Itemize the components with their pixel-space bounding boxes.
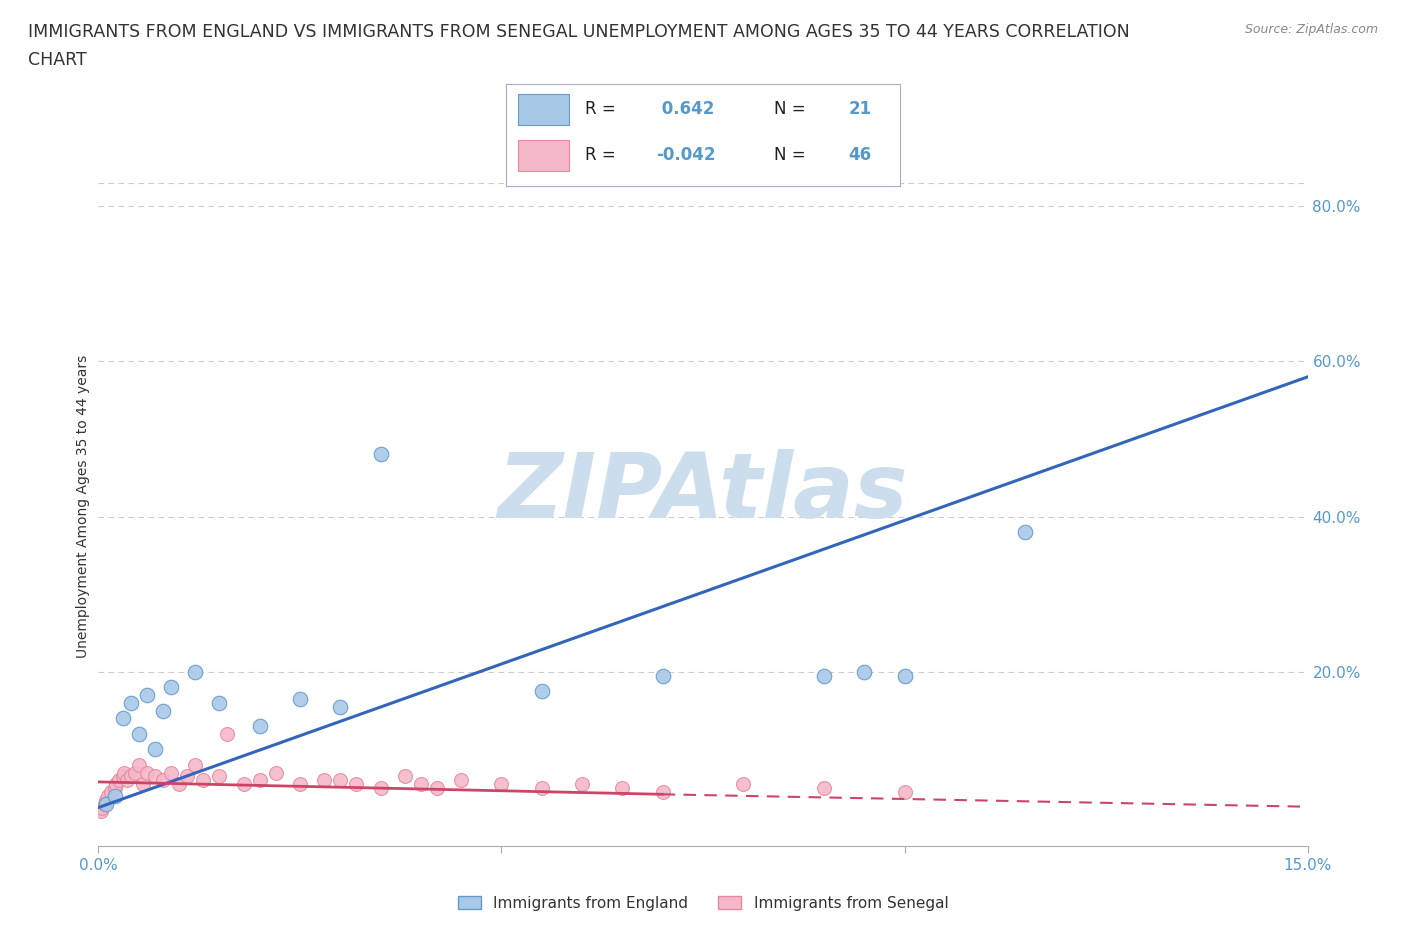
- Point: [893, 785, 915, 800]
- Point: [370, 447, 392, 462]
- Point: [97, 789, 120, 804]
- Text: IMMIGRANTS FROM ENGLAND VS IMMIGRANTS FROM SENEGAL UNEMPLOYMENT AMONG AGES 35 TO: IMMIGRANTS FROM ENGLAND VS IMMIGRANTS FR…: [28, 23, 1130, 41]
- Point: [176, 769, 198, 784]
- Text: 0.642: 0.642: [655, 100, 714, 118]
- Point: [651, 785, 673, 800]
- Point: [94, 796, 117, 811]
- Point: [530, 780, 553, 795]
- Text: CHART: CHART: [28, 51, 87, 69]
- Text: N =: N =: [773, 100, 811, 118]
- Text: N =: N =: [773, 146, 811, 165]
- Y-axis label: Unemployment Among Ages 35 to 44 years: Unemployment Among Ages 35 to 44 years: [76, 355, 90, 658]
- Point: [184, 757, 207, 772]
- Point: [264, 765, 287, 780]
- Point: [288, 691, 311, 706]
- Point: [1014, 525, 1036, 539]
- Point: [813, 780, 835, 795]
- Text: -0.042: -0.042: [655, 146, 716, 165]
- Point: [217, 726, 239, 741]
- Point: [208, 769, 231, 784]
- Point: [232, 777, 254, 791]
- Text: R =: R =: [585, 100, 621, 118]
- Point: [409, 777, 432, 791]
- Point: [733, 777, 755, 791]
- Legend: Immigrants from England, Immigrants from Senegal: Immigrants from England, Immigrants from…: [451, 889, 955, 917]
- Point: [124, 765, 146, 780]
- Point: [135, 765, 157, 780]
- Point: [105, 777, 128, 791]
- Point: [651, 668, 673, 683]
- Point: [143, 742, 166, 757]
- Point: [120, 769, 142, 784]
- Point: [103, 780, 125, 795]
- Point: [135, 687, 157, 702]
- Point: [370, 780, 392, 795]
- Point: [530, 684, 553, 698]
- Point: [571, 777, 593, 791]
- Point: [249, 719, 271, 734]
- Point: [491, 777, 513, 791]
- Text: ZIPAtlas: ZIPAtlas: [498, 449, 908, 538]
- Point: [208, 696, 231, 711]
- Point: [143, 769, 166, 784]
- Text: Source: ZipAtlas.com: Source: ZipAtlas.com: [1244, 23, 1378, 36]
- Point: [893, 668, 915, 683]
- Point: [344, 777, 367, 791]
- Text: R =: R =: [585, 146, 621, 165]
- Point: [100, 785, 122, 800]
- Point: [394, 769, 416, 784]
- Point: [152, 703, 174, 718]
- Point: [111, 711, 134, 725]
- Point: [128, 726, 150, 741]
- Point: [112, 765, 135, 780]
- Point: [90, 804, 112, 818]
- Point: [853, 664, 876, 679]
- Point: [96, 792, 118, 807]
- Point: [329, 699, 352, 714]
- Point: [128, 757, 150, 772]
- Point: [96, 796, 118, 811]
- Point: [612, 780, 634, 795]
- Text: 21: 21: [849, 100, 872, 118]
- Point: [103, 789, 125, 804]
- Point: [167, 777, 190, 791]
- Point: [288, 777, 311, 791]
- Point: [160, 765, 183, 780]
- Point: [450, 773, 472, 788]
- Point: [329, 773, 352, 788]
- Point: [249, 773, 271, 788]
- Bar: [517, 140, 569, 171]
- Point: [184, 664, 207, 679]
- Point: [91, 800, 114, 815]
- Text: 46: 46: [849, 146, 872, 165]
- Point: [426, 780, 449, 795]
- Point: [152, 773, 174, 788]
- Point: [115, 773, 138, 788]
- Point: [813, 668, 835, 683]
- Point: [314, 773, 336, 788]
- Point: [120, 696, 142, 711]
- Point: [111, 769, 134, 784]
- Point: [132, 777, 155, 791]
- Point: [107, 773, 129, 788]
- Point: [193, 773, 215, 788]
- Point: [160, 680, 183, 695]
- Bar: [517, 94, 569, 125]
